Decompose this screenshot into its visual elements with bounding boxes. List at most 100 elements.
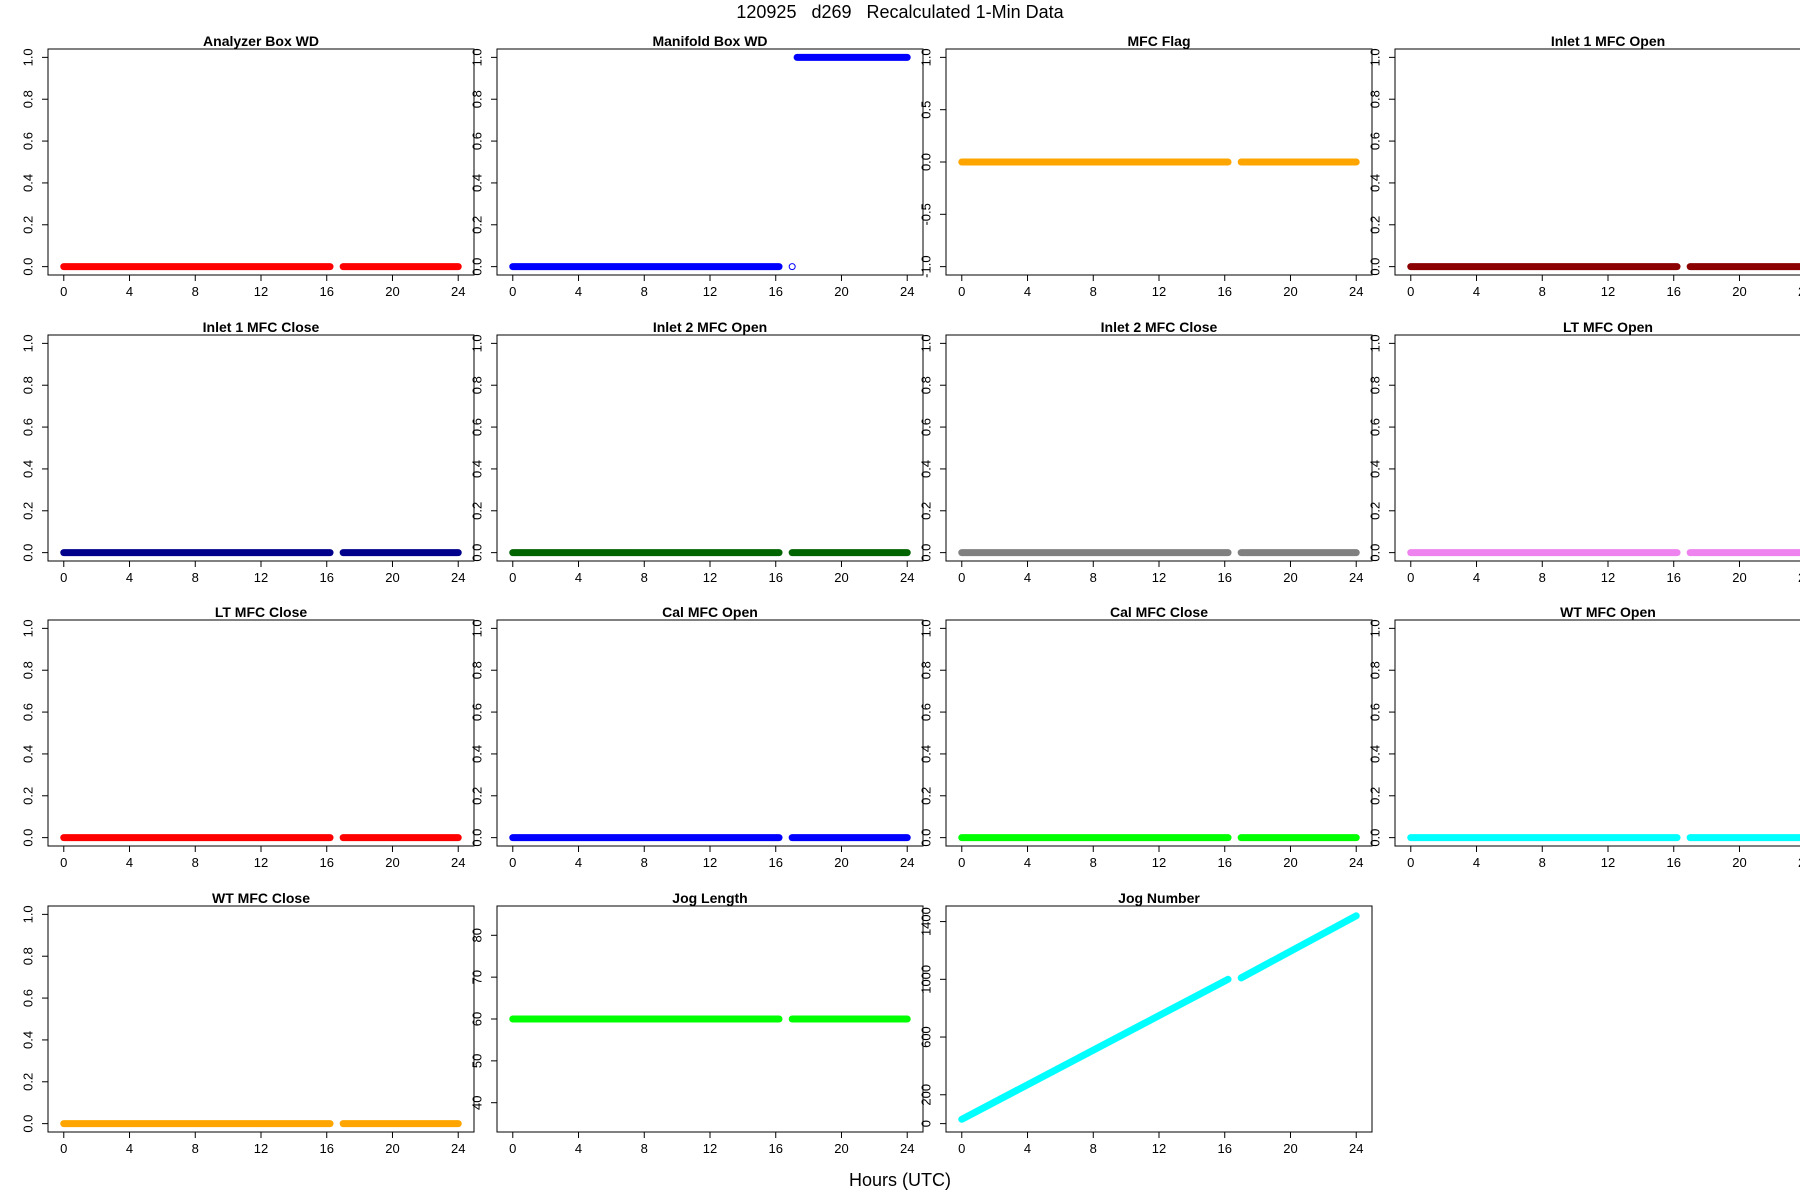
- x-tick-label: 20: [1732, 570, 1746, 585]
- x-tick-label: 16: [1667, 855, 1681, 870]
- x-tick-label: 16: [320, 855, 334, 870]
- x-tick-label: 20: [385, 855, 399, 870]
- x-tick-label: 20: [1283, 1141, 1297, 1156]
- x-tick-label: 12: [1601, 284, 1615, 299]
- y-tick-label: 600: [919, 1026, 934, 1048]
- x-tick-label: 12: [254, 855, 268, 870]
- y-tick-label: 0.8: [21, 376, 36, 394]
- plot-frame: [945, 334, 1373, 562]
- x-tick-label: 16: [1218, 1141, 1232, 1156]
- plot-frame: [1394, 334, 1800, 562]
- panel-9: LT MFC Close 0 4 8 12 16 20 24 0.0 0.2 0.4 0.6 0.8 1.…: [21, 604, 475, 870]
- y-tick-label: 0.0: [21, 829, 36, 847]
- plot-frame: [1394, 619, 1800, 847]
- y-tick-label: 0.4: [1368, 460, 1383, 478]
- x-tick-label: 0: [60, 284, 67, 299]
- x-tick-label: 24: [1349, 284, 1363, 299]
- x-tick-label: 12: [1601, 855, 1615, 870]
- y-tick-label: 0.8: [1368, 376, 1383, 394]
- x-tick-label: 20: [834, 1141, 848, 1156]
- x-tick-label: 4: [575, 284, 582, 299]
- panel-6: Inlet 2 MFC Open 0 4 8 12 16 20 24 0.0 0.2 0.4 0.6 0…: [470, 319, 924, 585]
- y-tick-label: 0.8: [21, 90, 36, 108]
- y-tick-label: 0.2: [1368, 216, 1383, 234]
- x-tick-label: 24: [451, 1141, 465, 1156]
- panel-title: Inlet 2 MFC Open: [653, 319, 767, 335]
- y-tick-label: 70: [470, 970, 485, 984]
- x-tick-label: 4: [575, 855, 582, 870]
- x-tick-label: 20: [1732, 284, 1746, 299]
- y-tick-label: 0.8: [470, 90, 485, 108]
- y-tick-label: 0.4: [1368, 174, 1383, 192]
- y-tick-label: 0.2: [470, 502, 485, 520]
- x-tick-label: 0: [1407, 570, 1414, 585]
- data-series: [1237, 912, 1360, 982]
- y-tick-label: 0.0: [21, 258, 36, 276]
- y-tick-label: 0.0: [21, 544, 36, 562]
- x-tick-label: 16: [769, 1141, 783, 1156]
- y-tick-label: 0.0: [919, 153, 934, 171]
- y-tick-label: 1000: [919, 965, 934, 994]
- x-tick-label: 24: [900, 1141, 914, 1156]
- plot-frame: [945, 619, 1373, 847]
- x-tick-label: 24: [900, 284, 914, 299]
- x-tick-label: 20: [1283, 570, 1297, 585]
- y-tick-label: 1.0: [21, 905, 36, 923]
- x-tick-label: 24: [900, 855, 914, 870]
- y-tick-label: 0.2: [21, 787, 36, 805]
- y-tick-label: 0.8: [21, 947, 36, 965]
- x-tick-label: 0: [1407, 855, 1414, 870]
- x-tick-label: 20: [834, 570, 848, 585]
- x-tick-label: 12: [254, 570, 268, 585]
- x-tick-label: 4: [1024, 284, 1031, 299]
- x-tick-label: 4: [126, 855, 133, 870]
- y-tick-label: 0.4: [470, 460, 485, 478]
- y-tick-label: 0.4: [470, 174, 485, 192]
- x-tick-label: 4: [1473, 284, 1480, 299]
- x-tick-label: 16: [769, 855, 783, 870]
- panel-1: Analyzer Box WD 0 4 8 12 16 20 24 0.0 0.2 0.4 0.6 0.…: [21, 33, 475, 299]
- panel-title: MFC Flag: [1128, 33, 1191, 49]
- plot-frame: [47, 48, 475, 276]
- x-tick-label: 0: [958, 570, 965, 585]
- y-tick-label: 1.0: [470, 334, 485, 352]
- x-tick-label: 8: [192, 855, 199, 870]
- x-tick-label: 0: [60, 570, 67, 585]
- x-tick-label: 0: [509, 1141, 516, 1156]
- panel-title: Inlet 2 MFC Close: [1101, 319, 1218, 335]
- panel-title: LT MFC Close: [215, 604, 308, 620]
- y-tick-label: 1.0: [21, 619, 36, 637]
- x-tick-label: 8: [1539, 570, 1546, 585]
- x-tick-label: 12: [703, 855, 717, 870]
- x-tick-label: 16: [769, 284, 783, 299]
- x-tick-label: 8: [1539, 855, 1546, 870]
- y-tick-label: 0.2: [1368, 787, 1383, 805]
- x-tick-label: 20: [385, 284, 399, 299]
- x-tick-label: 16: [320, 284, 334, 299]
- x-tick-label: 12: [1152, 284, 1166, 299]
- panel-15: Jog Number 0 4 8 12 16 20 24 0 200 600 1000 1400: [919, 890, 1373, 1156]
- x-tick-label: 0: [1407, 284, 1414, 299]
- x-axis-label: Hours (UTC): [849, 1170, 951, 1190]
- x-tick-label: 12: [703, 284, 717, 299]
- x-tick-label: 16: [1667, 570, 1681, 585]
- x-tick-label: 12: [703, 570, 717, 585]
- y-tick-label: 1.0: [919, 334, 934, 352]
- x-tick-label: 20: [1283, 284, 1297, 299]
- y-tick-label: 0.6: [919, 418, 934, 436]
- x-tick-label: 12: [703, 1141, 717, 1156]
- x-tick-label: 24: [1798, 570, 1800, 585]
- panel-title: Jog Number: [1118, 890, 1200, 906]
- y-tick-label: 40: [470, 1095, 485, 1109]
- x-tick-label: 8: [1090, 284, 1097, 299]
- x-tick-label: 8: [641, 570, 648, 585]
- x-tick-label: 16: [1218, 855, 1232, 870]
- x-tick-label: 20: [1283, 855, 1297, 870]
- x-tick-label: 16: [1218, 284, 1232, 299]
- y-tick-label: 0.0: [919, 829, 934, 847]
- panel-title: Cal MFC Open: [662, 604, 758, 620]
- x-tick-label: 0: [958, 284, 965, 299]
- y-tick-label: 0.2: [1368, 502, 1383, 520]
- x-tick-label: 12: [1152, 570, 1166, 585]
